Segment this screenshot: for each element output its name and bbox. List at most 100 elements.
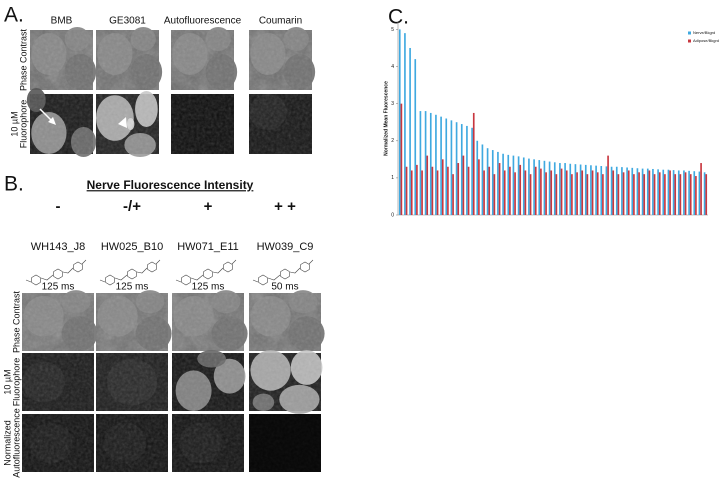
image-grain bbox=[22, 293, 94, 351]
row-label: 10 µM bbox=[9, 111, 19, 136]
row-label: Phase Contrast bbox=[11, 290, 21, 353]
bar bbox=[481, 144, 484, 215]
bar bbox=[703, 172, 706, 215]
compound-label: WH143_J8 bbox=[31, 241, 85, 253]
column-label: Coumarin bbox=[259, 16, 302, 27]
bar bbox=[657, 169, 659, 215]
bar bbox=[409, 47, 411, 215]
y-tick-label: 4 bbox=[391, 64, 394, 70]
micrograph bbox=[30, 27, 97, 90]
bar bbox=[664, 174, 666, 215]
bar bbox=[610, 166, 613, 215]
bar bbox=[472, 112, 475, 215]
bar bbox=[550, 170, 553, 215]
bar bbox=[457, 163, 460, 215]
image-grain bbox=[96, 94, 159, 154]
bar bbox=[560, 168, 563, 215]
bar bbox=[641, 168, 644, 215]
legend-label: Nerve/Bkgrd bbox=[693, 30, 715, 35]
exposure-label: 125 ms bbox=[192, 282, 225, 293]
micrograph bbox=[21, 353, 94, 411]
bar bbox=[679, 174, 682, 215]
bar bbox=[421, 170, 423, 215]
bar bbox=[705, 174, 708, 215]
column-label: Autofluorescence bbox=[164, 16, 242, 27]
image-grain bbox=[172, 414, 244, 472]
bar bbox=[677, 170, 680, 215]
exposure-label: 50 ms bbox=[271, 282, 298, 293]
bar bbox=[565, 170, 568, 215]
bar bbox=[648, 170, 651, 215]
bar bbox=[581, 170, 584, 215]
exposure-label: 125 ms bbox=[116, 282, 149, 293]
exposure-label: 125 ms bbox=[42, 282, 75, 293]
y-tick-label: 1 bbox=[391, 175, 394, 181]
image-grain bbox=[172, 293, 244, 351]
micrograph bbox=[96, 27, 163, 90]
bar bbox=[631, 167, 634, 215]
score-label: + bbox=[204, 198, 213, 215]
bar bbox=[555, 174, 558, 215]
image-grain bbox=[30, 30, 93, 90]
bar bbox=[503, 170, 506, 215]
bar bbox=[605, 166, 608, 215]
image-grain bbox=[96, 30, 159, 90]
bar bbox=[617, 174, 620, 215]
compound-label: HW039_C9 bbox=[257, 241, 314, 253]
micrograph bbox=[22, 290, 98, 351]
micrograph bbox=[96, 353, 168, 411]
chemical-structure bbox=[99, 259, 161, 286]
bar bbox=[667, 169, 670, 215]
bar bbox=[569, 163, 572, 215]
bar bbox=[405, 166, 408, 215]
bar bbox=[607, 155, 609, 215]
bar bbox=[400, 103, 403, 215]
bar bbox=[514, 172, 516, 215]
bar bbox=[414, 59, 417, 215]
bar bbox=[621, 167, 623, 215]
bar bbox=[466, 125, 468, 215]
bar bbox=[429, 112, 432, 215]
bar bbox=[497, 151, 499, 215]
micrograph bbox=[96, 414, 168, 472]
bar bbox=[548, 161, 551, 215]
micrograph bbox=[171, 94, 234, 154]
panel-label: B. bbox=[4, 173, 24, 196]
score-label: - bbox=[56, 198, 61, 215]
micrograph bbox=[96, 91, 159, 157]
bar bbox=[612, 170, 615, 215]
bar bbox=[507, 154, 510, 215]
image-grain bbox=[22, 353, 94, 411]
bar bbox=[498, 163, 501, 215]
image-grain bbox=[22, 414, 94, 472]
bar bbox=[689, 174, 692, 215]
bar bbox=[476, 140, 479, 215]
bar bbox=[483, 170, 485, 215]
chemical-structure bbox=[252, 259, 314, 286]
bar bbox=[524, 170, 527, 215]
row-label: 10 µM bbox=[2, 369, 12, 394]
bar bbox=[455, 122, 458, 215]
bar bbox=[533, 159, 535, 215]
bar bbox=[700, 163, 702, 215]
bar bbox=[486, 148, 489, 215]
bar bbox=[693, 171, 696, 215]
compound-label: HW071_E11 bbox=[177, 241, 239, 253]
bar bbox=[595, 165, 597, 215]
compound-label: HW025_B10 bbox=[101, 241, 163, 253]
bar bbox=[419, 111, 422, 215]
panel-title: Nerve Fluorescence Intensity bbox=[87, 178, 254, 192]
bar bbox=[643, 174, 646, 215]
y-tick-label: 3 bbox=[391, 101, 394, 107]
row-label: Normalized bbox=[2, 420, 12, 466]
row-label: Fluorophore bbox=[18, 100, 28, 149]
bar bbox=[398, 29, 401, 215]
bar bbox=[590, 165, 592, 215]
bar bbox=[615, 166, 618, 215]
score-label: -/+ bbox=[123, 198, 141, 215]
bar bbox=[638, 172, 640, 215]
legend-swatch bbox=[688, 31, 691, 35]
image-grain bbox=[249, 414, 321, 472]
panel-label: C. bbox=[388, 6, 409, 29]
